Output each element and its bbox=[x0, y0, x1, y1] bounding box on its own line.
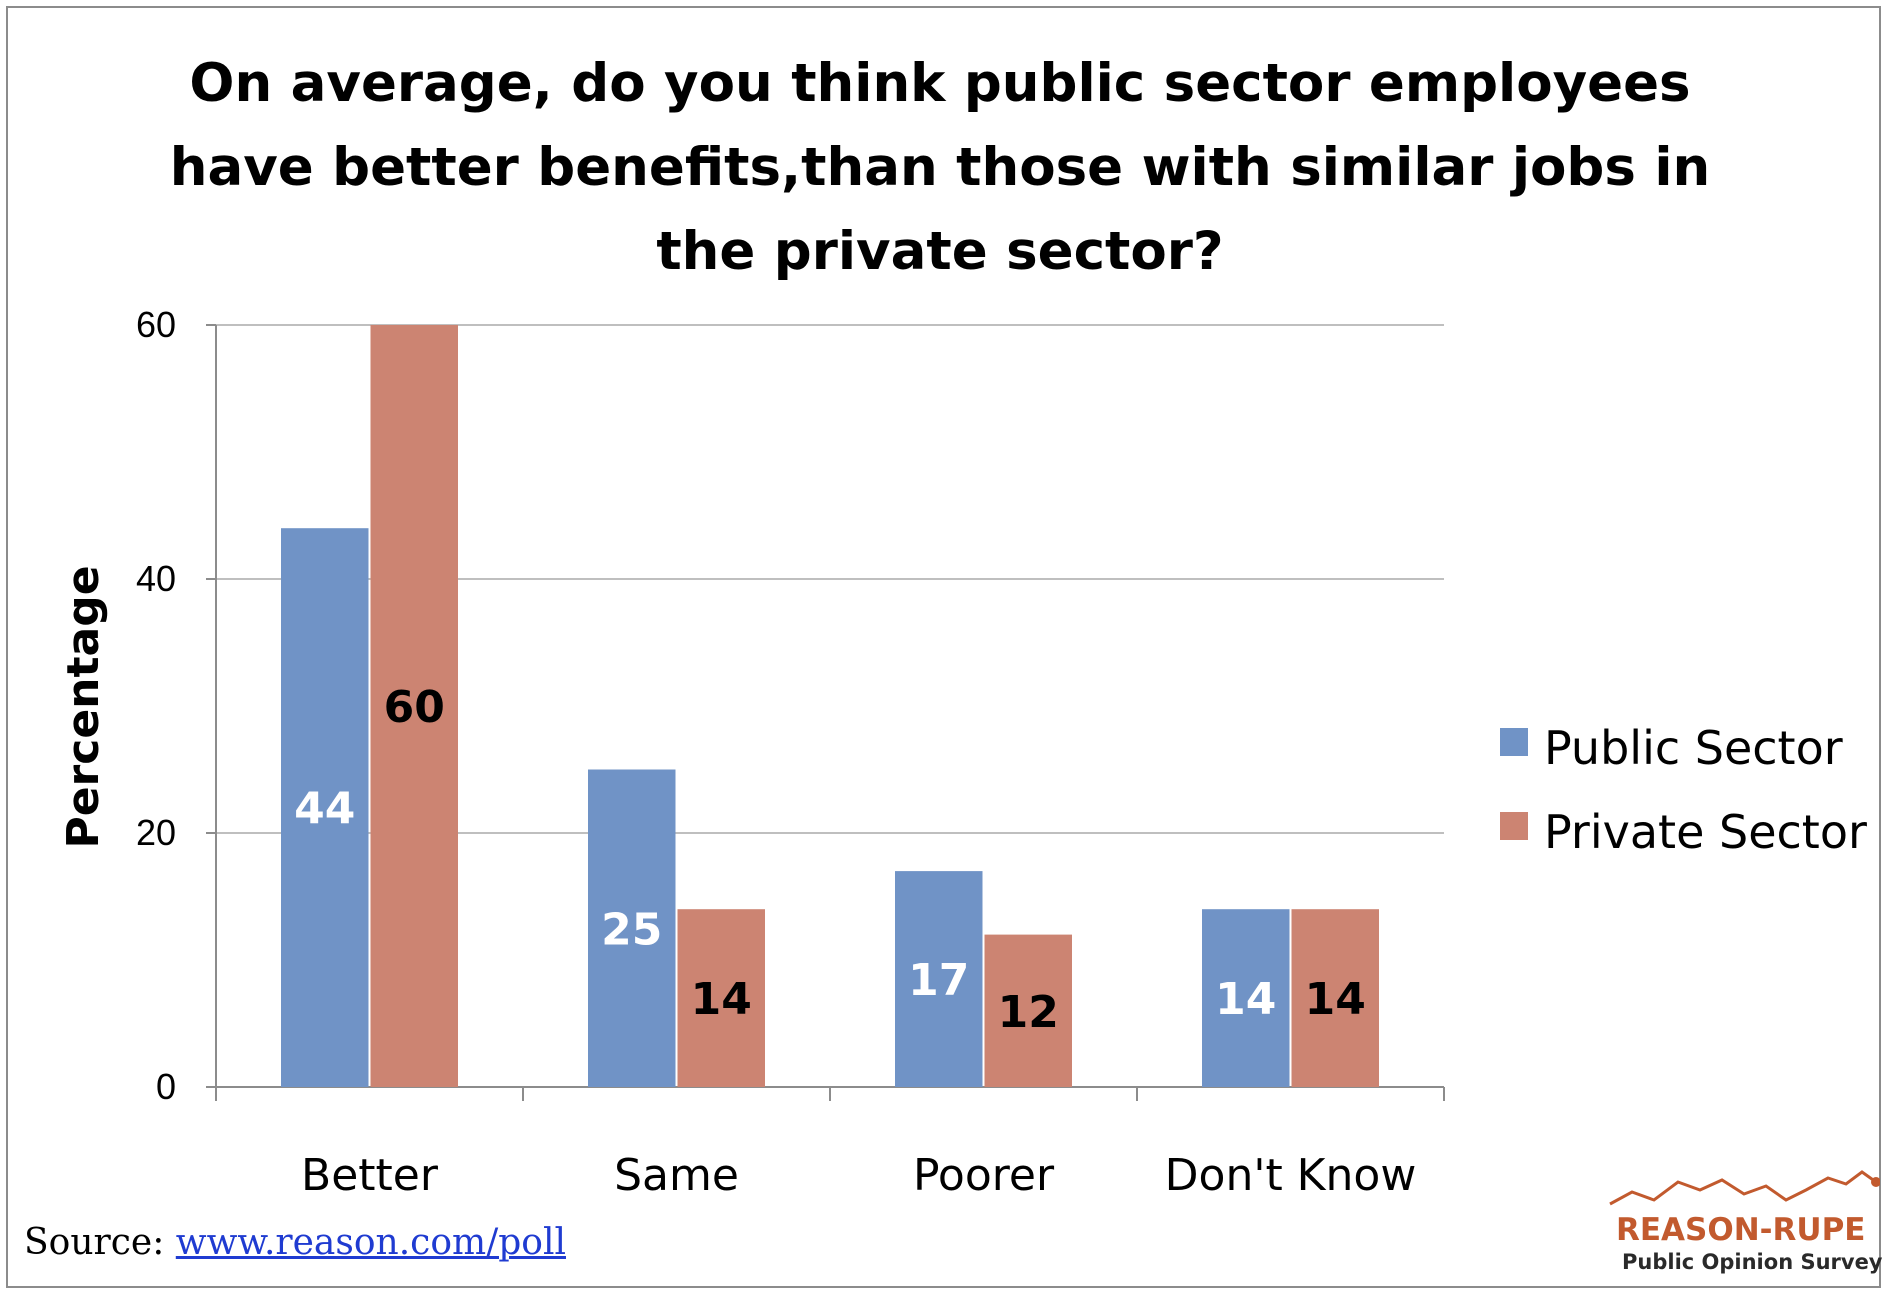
logo-name: REASON-RUPE bbox=[1616, 1212, 1866, 1248]
x-category-label: Better bbox=[301, 1150, 439, 1201]
title-line-2: have better benefits,than those with sim… bbox=[169, 137, 1711, 198]
y-tick-label: 60 bbox=[136, 304, 176, 345]
x-category-label: Same bbox=[614, 1150, 739, 1201]
data-label: 17 bbox=[908, 955, 969, 1006]
bar-public bbox=[1202, 909, 1290, 1087]
y-axis-label: Percentage bbox=[58, 565, 109, 848]
bar-private bbox=[370, 325, 458, 1087]
logo-subtitle: Public Opinion Survey bbox=[1622, 1250, 1883, 1274]
skyline-graphic bbox=[1609, 1170, 1880, 1206]
y-tick-label: 0 bbox=[156, 1066, 176, 1107]
data-label: 14 bbox=[1305, 974, 1366, 1025]
x-category-label: Don't Know bbox=[1165, 1150, 1417, 1201]
y-tick-label: 40 bbox=[136, 558, 176, 599]
chart-title: On average, do you think public sector e… bbox=[150, 42, 1730, 294]
legend-label: Public Sector bbox=[1544, 721, 1843, 775]
data-label: 60 bbox=[384, 682, 445, 733]
bar-public bbox=[588, 769, 676, 1087]
bar-private bbox=[1291, 909, 1379, 1087]
data-label: 44 bbox=[294, 784, 355, 835]
legend-swatch bbox=[1500, 728, 1528, 756]
x-category-label: Poorer bbox=[913, 1150, 1055, 1201]
legend: Public Sector Private Sector bbox=[1500, 721, 1867, 859]
source-link[interactable]: www.reason.com/poll bbox=[175, 1222, 566, 1263]
data-label: 12 bbox=[998, 987, 1059, 1038]
bar-private bbox=[984, 934, 1072, 1087]
source-label: Source: bbox=[24, 1222, 165, 1263]
y-tick-label: 20 bbox=[136, 812, 176, 853]
bars bbox=[281, 325, 1379, 1087]
data-label: 14 bbox=[691, 974, 752, 1025]
title-line-1: On average, do you think public sector e… bbox=[189, 53, 1691, 114]
bar-public bbox=[281, 528, 369, 1087]
bar-public bbox=[895, 871, 983, 1087]
legend-label: Private Sector bbox=[1544, 805, 1867, 859]
data-label: 14 bbox=[1215, 974, 1276, 1025]
source-note: Source: www.reason.com/poll bbox=[24, 1222, 566, 1263]
data-labels: 44 60 25 14 17 12 14 14 bbox=[294, 682, 1366, 1038]
reason-rupe-logo: REASON-RUPE Public Opinion Survey bbox=[1600, 1160, 1883, 1280]
axes: 0 20 40 60 Better Same Poorer Don't Know bbox=[136, 304, 1445, 1201]
title-line-3: the private sector? bbox=[656, 221, 1224, 282]
legend-swatch bbox=[1500, 812, 1528, 840]
data-label: 25 bbox=[601, 904, 662, 955]
bar-private bbox=[677, 909, 765, 1087]
